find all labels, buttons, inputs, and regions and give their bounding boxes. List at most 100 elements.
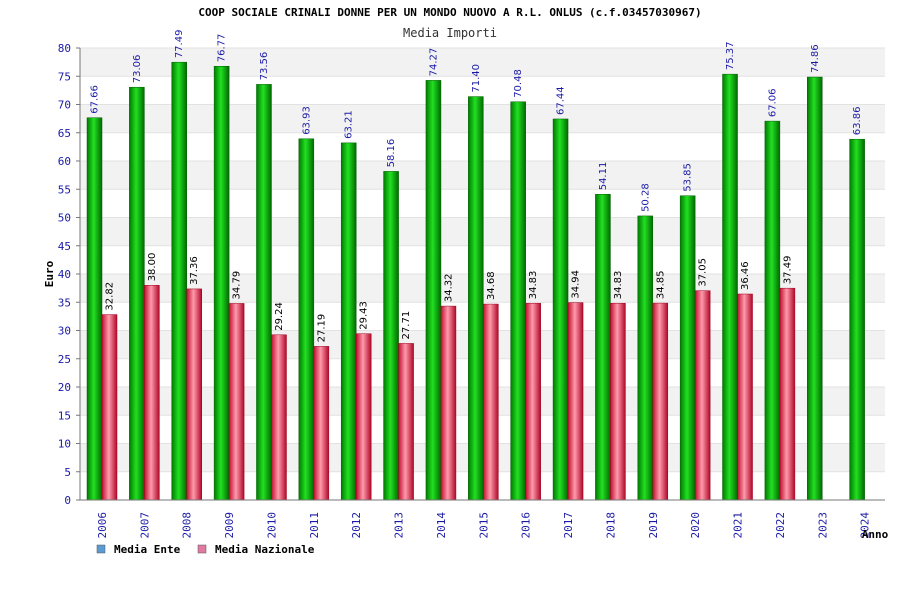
- data-label: 54.11: [598, 162, 609, 191]
- bar-media-ente: [213, 65, 230, 501]
- data-label: 32.82: [105, 282, 116, 311]
- data-label: 34.94: [571, 270, 582, 299]
- x-tick-label: 2023: [816, 512, 829, 539]
- bar-media-ente: [340, 142, 357, 501]
- y-tick-label: 55: [58, 183, 71, 196]
- y-axis-label: Euro: [43, 260, 56, 287]
- bar-media-nazionale: [398, 343, 414, 501]
- y-tick-label: 20: [58, 381, 71, 394]
- y-tick-label: 35: [58, 296, 71, 309]
- bar-media-ente: [849, 138, 865, 501]
- y-tick-label: 25: [58, 353, 71, 366]
- data-label: 34.79: [232, 271, 243, 300]
- x-tick-label: 2011: [308, 512, 321, 539]
- x-tick-label: 2009: [223, 512, 236, 539]
- data-label: 71.40: [471, 64, 482, 93]
- bar-media-nazionale: [440, 305, 457, 501]
- data-label: 27.71: [401, 311, 412, 340]
- y-tick-label: 60: [58, 155, 71, 168]
- y-axis: 0 5 10 15 20 25 30 35 40 45 50 55 60 65 70 75 80: [58, 42, 81, 507]
- data-label: 58.16: [386, 139, 397, 168]
- bar-media-nazionale: [144, 285, 160, 501]
- chart-title: COOP SOCIALE CRINALI DONNE PER UN MONDO …: [198, 6, 701, 19]
- y-tick-label: 40: [58, 268, 71, 281]
- data-label: 34.83: [613, 271, 624, 300]
- legend-swatch: [96, 544, 106, 554]
- legend-label: Media Nazionale: [215, 543, 315, 556]
- bars-layer: 67.66 32.82 73.06 38.00 77.49 37.36 76.77 34.79…: [86, 30, 865, 501]
- bar-media-nazionale: [483, 303, 499, 501]
- bar-media-ente: [256, 84, 272, 501]
- bar-media-nazionale: [567, 302, 584, 501]
- data-label: 37.36: [189, 256, 200, 285]
- data-label: 34.85: [655, 270, 666, 299]
- data-label: 77.49: [174, 30, 185, 59]
- bar-media-nazionale: [779, 287, 796, 501]
- data-label: 73.56: [259, 52, 270, 81]
- data-label: 73.06: [132, 55, 143, 84]
- bar-media-ente: [807, 76, 823, 501]
- bar-media-ente: [298, 138, 315, 501]
- x-tick-label: 2016: [520, 512, 533, 539]
- x-axis: 2006 2007 2008 2009 2010 2011 2012 2013 2014 2015…: [80, 499, 885, 539]
- x-tick-label: 2018: [604, 512, 617, 539]
- bar-media-nazionale: [694, 290, 711, 501]
- bar-media-ente: [764, 120, 781, 501]
- bar-media-ente: [722, 73, 738, 501]
- bar-media-nazionale: [101, 314, 118, 501]
- bar-media-ente: [552, 118, 569, 501]
- bar-media-nazionale: [355, 333, 372, 501]
- y-tick-label: 80: [58, 42, 71, 55]
- y-tick-label: 30: [58, 325, 71, 338]
- data-label: 34.32: [443, 273, 454, 302]
- bar-media-nazionale: [610, 302, 626, 501]
- bar-media-nazionale: [737, 293, 753, 501]
- data-label: 76.77: [217, 34, 228, 63]
- y-tick-label: 10: [58, 438, 71, 451]
- data-label: 75.37: [725, 42, 736, 71]
- x-tick-label: 2020: [689, 512, 702, 539]
- grid-band: [80, 48, 885, 77]
- data-label: 27.19: [316, 314, 327, 343]
- data-label: 67.06: [767, 88, 778, 117]
- bar-media-nazionale: [525, 302, 541, 501]
- y-tick-label: 65: [58, 127, 71, 140]
- data-label: 29.43: [359, 301, 370, 330]
- data-label: 63.21: [344, 110, 355, 139]
- x-tick-label: 2017: [562, 512, 575, 539]
- data-label: 53.85: [683, 163, 694, 192]
- chart-subtitle: Media Importi: [403, 26, 497, 40]
- x-tick-label: 2014: [435, 512, 448, 539]
- x-tick-label: 2021: [732, 512, 745, 539]
- y-tick-label: 5: [64, 466, 71, 479]
- bar-media-ente: [129, 86, 145, 501]
- data-label: 70.48: [513, 69, 524, 98]
- bar-media-ente: [86, 117, 103, 501]
- bar-media-nazionale: [271, 334, 287, 501]
- data-label: 29.24: [274, 302, 285, 331]
- data-label: 34.83: [528, 271, 539, 300]
- bar-media-ente: [383, 171, 399, 501]
- bar-media-ente: [679, 195, 696, 501]
- data-label: 50.28: [640, 183, 651, 212]
- data-label: 36.46: [740, 261, 751, 290]
- bar-media-ente: [468, 96, 484, 501]
- data-label: 74.86: [810, 44, 821, 73]
- data-label: 38.00: [147, 253, 158, 282]
- bar-media-ente: [637, 215, 654, 501]
- y-tick-label: 70: [58, 99, 71, 112]
- data-label: 34.68: [486, 271, 497, 300]
- x-tick-label: 2006: [96, 512, 109, 539]
- y-tick-label: 75: [58, 70, 71, 83]
- y-tick-label: 45: [58, 240, 71, 253]
- bar-media-ente: [595, 194, 611, 501]
- bar-media-ente: [171, 61, 187, 501]
- legend: Media Ente Media Nazionale: [96, 543, 315, 556]
- legend-label: Media Ente: [114, 543, 181, 556]
- data-label: 74.27: [428, 48, 439, 77]
- x-tick-label: 2010: [265, 512, 278, 539]
- data-label: 63.86: [852, 107, 863, 136]
- bar-media-ente: [425, 80, 442, 501]
